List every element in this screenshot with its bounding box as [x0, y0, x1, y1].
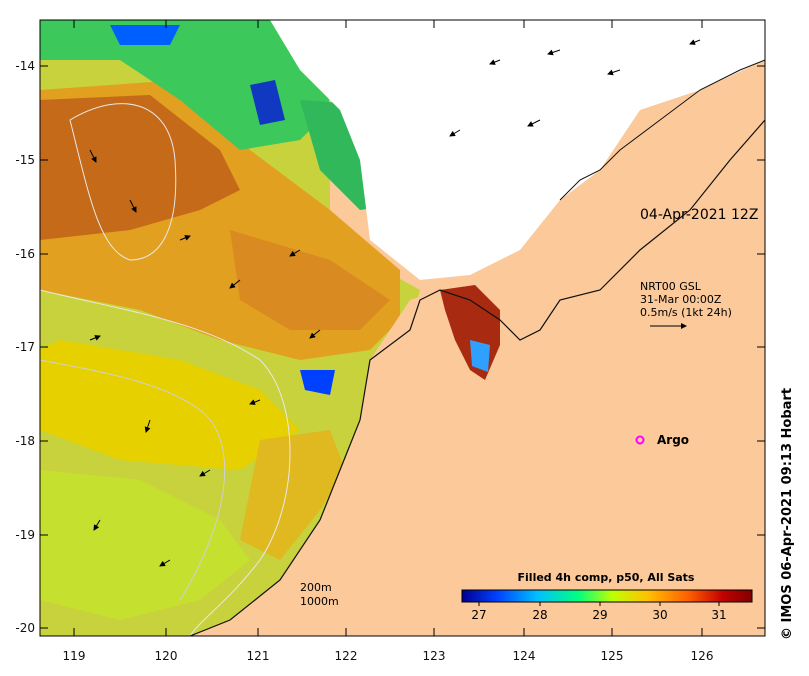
cloud-area	[270, 20, 765, 280]
plot-frame	[39, 19, 766, 637]
colorbar-tick-label: 28	[532, 608, 547, 622]
x-tick-label: 121	[247, 649, 270, 663]
depth-label-200m: 200m	[300, 581, 332, 594]
colorbar-tick-label: 27	[471, 608, 486, 622]
credit-label: © IMOS 06-Apr-2021 09:13 Hobart	[780, 387, 795, 640]
colorbar-tick-label: 30	[652, 608, 667, 622]
x-tick-label: 123	[423, 649, 446, 663]
y-tick-label: -15	[15, 153, 35, 167]
x-tick-label: 119	[63, 649, 86, 663]
y-tick-label: -16	[15, 247, 35, 261]
timestamp-label: 04-Apr-2021 12Z	[640, 207, 758, 223]
x-tick-label: 122	[335, 649, 358, 663]
colorbar-title: Filled 4h comp, p50, All Sats	[518, 571, 695, 584]
y-tick-label: -14	[15, 59, 35, 73]
depth-label-1000m: 1000m	[300, 595, 339, 608]
x-tick-label: 125	[601, 649, 624, 663]
y-tick-label: -17	[15, 340, 35, 354]
colorbar	[461, 589, 753, 603]
current-legend-line1: NRT00 GSL	[640, 280, 702, 293]
x-tick-label: 124	[513, 649, 536, 663]
current-legend-line2: 31-Mar 00:00Z	[640, 293, 722, 306]
colorbar-tick-label: 31	[711, 608, 726, 622]
x-tick-label: 120	[155, 649, 178, 663]
coastline	[189, 119, 765, 636]
y-tick-label: -19	[15, 528, 35, 542]
current-legend-line3: 0.5m/s (1kt 24h)	[640, 306, 732, 319]
argo-marker	[635, 435, 645, 445]
colorbar-tick-label: 29	[592, 608, 607, 622]
argo-label: Argo	[657, 433, 689, 447]
y-tick-label: -20	[15, 621, 35, 635]
y-tick-label: -18	[15, 434, 35, 448]
x-tick-label: 126	[691, 649, 714, 663]
